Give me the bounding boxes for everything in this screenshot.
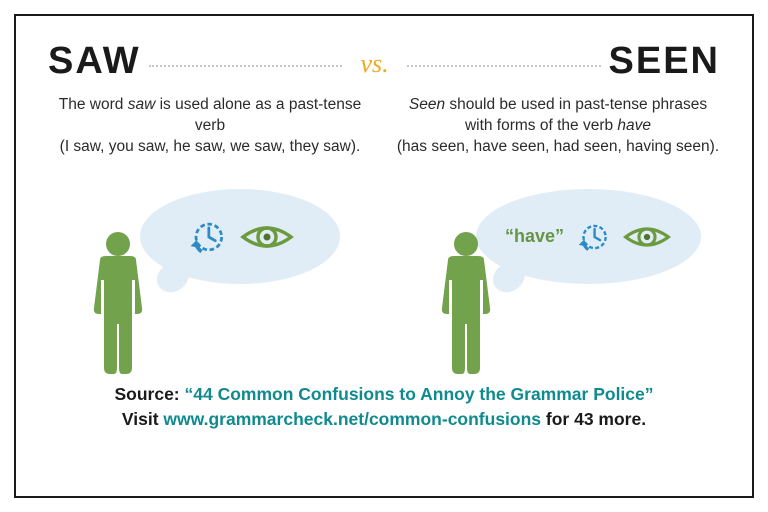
text: The word — [59, 96, 128, 113]
text: should be used in past-tense phrases wit… — [445, 96, 707, 134]
speech-bubble — [140, 189, 340, 284]
visit-tail: for 43 more. — [541, 409, 646, 429]
left-column: The word saw is used alone as a past-ten… — [48, 95, 372, 378]
eye-icon — [239, 217, 295, 257]
italic-word: have — [617, 117, 651, 134]
text-paren: (I saw, you saw, he saw, we saw, they sa… — [60, 138, 361, 155]
left-description: The word saw is used alone as a past-ten… — [48, 95, 372, 187]
source-label: Source: — [114, 384, 184, 404]
italic-word: Seen — [409, 96, 445, 113]
bubble-text: “have” — [505, 226, 564, 247]
text: is used alone as a past-tense verb — [155, 96, 361, 134]
footer: Source: “44 Common Confusions to Annoy t… — [48, 382, 720, 433]
person-icon — [86, 230, 150, 378]
source-url: www.grammarcheck.net/common-confusions — [163, 409, 541, 429]
right-column: Seen should be used in past-tense phrase… — [396, 95, 720, 378]
vs-label: vs. — [360, 45, 388, 79]
infographic-card: Saw vs. Seen The word saw is used alone … — [14, 14, 754, 498]
speech-bubble: “have” — [476, 189, 701, 284]
source-line: Source: “44 Common Confusions to Annoy t… — [48, 382, 720, 407]
columns: The word saw is used alone as a past-ten… — [48, 95, 720, 378]
title-left: Saw — [48, 40, 141, 83]
right-illustration: “have” — [396, 183, 720, 378]
person-icon — [434, 230, 498, 378]
clock-rewind-icon — [574, 218, 612, 256]
right-description: Seen should be used in past-tense phrase… — [396, 95, 720, 187]
title-right: Seen — [609, 40, 720, 83]
dots-right — [407, 65, 601, 67]
clock-rewind-icon — [185, 215, 229, 259]
header-row: Saw vs. Seen — [48, 40, 720, 83]
left-illustration — [48, 183, 372, 378]
italic-word: saw — [128, 96, 156, 113]
text-paren: (has seen, have seen, had seen, having s… — [397, 138, 719, 155]
visit-line: Visit www.grammarcheck.net/common-confus… — [48, 407, 720, 432]
eye-icon — [622, 219, 672, 255]
visit-label: Visit — [122, 409, 164, 429]
dots-left — [149, 65, 343, 67]
source-title: “44 Common Confusions to Annoy the Gramm… — [185, 384, 654, 404]
